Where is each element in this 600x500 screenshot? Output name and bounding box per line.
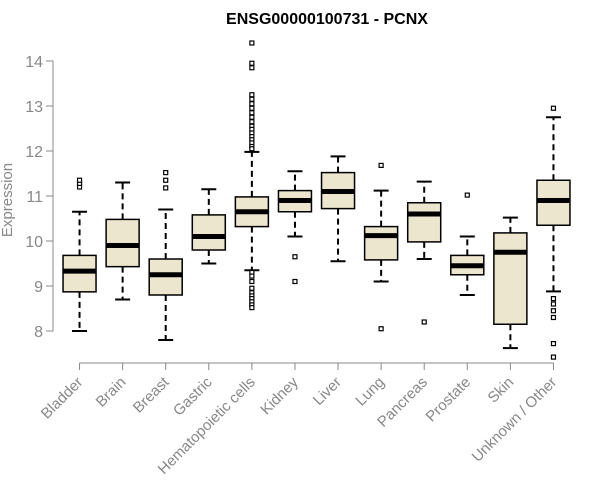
outlier-point: [464, 192, 470, 198]
x-tick-label: Liver: [310, 374, 345, 409]
box-iqr: [363, 225, 399, 261]
box-group: [320, 155, 356, 263]
box-group: [536, 105, 571, 360]
outlier-point: [550, 301, 557, 307]
outlier-point: [550, 308, 557, 314]
x-tick-label: Lung: [352, 374, 388, 410]
outlier-point: [378, 326, 384, 332]
outlier-point: [550, 314, 557, 321]
x-tick-label: Prostate: [423, 374, 475, 426]
box-iqr: [406, 202, 442, 243]
box-iqr: [493, 232, 528, 325]
outlier-point: [76, 177, 83, 183]
outlier-point: [249, 101, 255, 107]
outlier-point: [550, 354, 557, 360]
box-group: [363, 162, 399, 332]
outlier-point: [249, 105, 255, 111]
box-group: [277, 170, 313, 285]
x-tick-label: Kidney: [257, 373, 302, 418]
outlier-point: [249, 305, 255, 311]
outlier-point: [249, 40, 255, 46]
outlier-point: [292, 254, 298, 260]
box-group: [406, 180, 442, 325]
box-group: [234, 40, 270, 311]
outlier-point: [249, 96, 255, 102]
y-tick-label: 8: [34, 324, 43, 341]
y-tick-label: 14: [25, 54, 43, 71]
outlier-point: [249, 110, 255, 116]
box-group: [105, 181, 140, 301]
y-tick-label: 9: [34, 279, 43, 296]
box-iqr: [191, 214, 227, 251]
outlier-point: [249, 278, 255, 285]
outlier-point: [249, 60, 255, 66]
outlier-point: [550, 105, 557, 111]
outlier-point: [249, 114, 255, 120]
y-tick-label: 11: [26, 189, 43, 206]
x-tick-label: Brain: [93, 374, 130, 411]
box-group: [62, 177, 97, 332]
x-tick-label: Breast: [130, 373, 173, 416]
chart-title: ENSG00000100731 - PCNX: [226, 11, 428, 28]
outlier-point: [249, 146, 255, 152]
outlier-point: [163, 185, 169, 191]
outlier-point: [292, 278, 298, 285]
x-tick-label: Skin: [485, 374, 518, 407]
y-tick-label: 10: [25, 234, 43, 251]
box-group: [450, 192, 485, 296]
outlier-point: [163, 177, 169, 183]
boxes-layer: [62, 40, 571, 360]
y-tick-label: 12: [25, 144, 43, 161]
outlier-point: [378, 162, 384, 168]
outlier-point: [163, 170, 169, 176]
y-axis: 8 9 10 11 12 13 14: [25, 54, 54, 341]
box-group: [191, 188, 227, 265]
y-axis-label: Expression: [0, 163, 16, 237]
box-group: [493, 216, 528, 350]
y-tick-label: 13: [25, 99, 43, 116]
x-tick-label: Bladder: [38, 374, 87, 423]
outlier-point: [249, 119, 255, 125]
outlier-point: [550, 296, 557, 302]
outlier-point: [421, 319, 427, 325]
outlier-point: [550, 341, 557, 347]
outlier-point: [249, 273, 255, 279]
outlier-point: [249, 92, 255, 98]
outlier-point: [249, 285, 255, 291]
box-group: [148, 170, 183, 341]
outlier-point: [249, 65, 255, 71]
